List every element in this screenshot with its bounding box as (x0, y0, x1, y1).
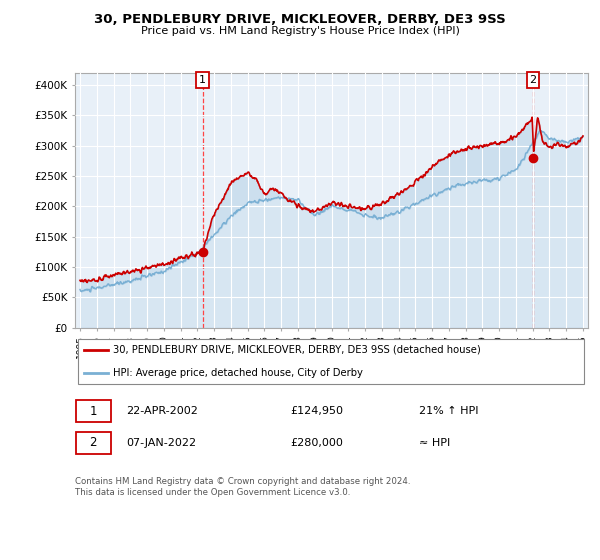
Text: 21% ↑ HPI: 21% ↑ HPI (419, 406, 478, 416)
Text: 07-JAN-2022: 07-JAN-2022 (127, 438, 196, 448)
Text: 30, PENDLEBURY DRIVE, MICKLEOVER, DERBY, DE3 9SS (detached house): 30, PENDLEBURY DRIVE, MICKLEOVER, DERBY,… (113, 344, 481, 354)
FancyBboxPatch shape (77, 338, 584, 384)
Text: 2: 2 (529, 75, 536, 85)
FancyBboxPatch shape (76, 432, 111, 454)
Text: Contains HM Land Registry data © Crown copyright and database right 2024.
This d: Contains HM Land Registry data © Crown c… (75, 477, 410, 497)
Text: £124,950: £124,950 (290, 406, 343, 416)
Text: £280,000: £280,000 (290, 438, 343, 448)
Text: 1: 1 (89, 404, 97, 418)
Text: 2: 2 (89, 436, 97, 450)
Text: 22-APR-2002: 22-APR-2002 (127, 406, 198, 416)
Text: HPI: Average price, detached house, City of Derby: HPI: Average price, detached house, City… (113, 368, 364, 378)
Text: Price paid vs. HM Land Registry's House Price Index (HPI): Price paid vs. HM Land Registry's House … (140, 26, 460, 36)
FancyBboxPatch shape (76, 400, 111, 422)
Text: ≈ HPI: ≈ HPI (419, 438, 450, 448)
Text: 1: 1 (199, 75, 206, 85)
Text: 30, PENDLEBURY DRIVE, MICKLEOVER, DERBY, DE3 9SS: 30, PENDLEBURY DRIVE, MICKLEOVER, DERBY,… (94, 13, 506, 26)
